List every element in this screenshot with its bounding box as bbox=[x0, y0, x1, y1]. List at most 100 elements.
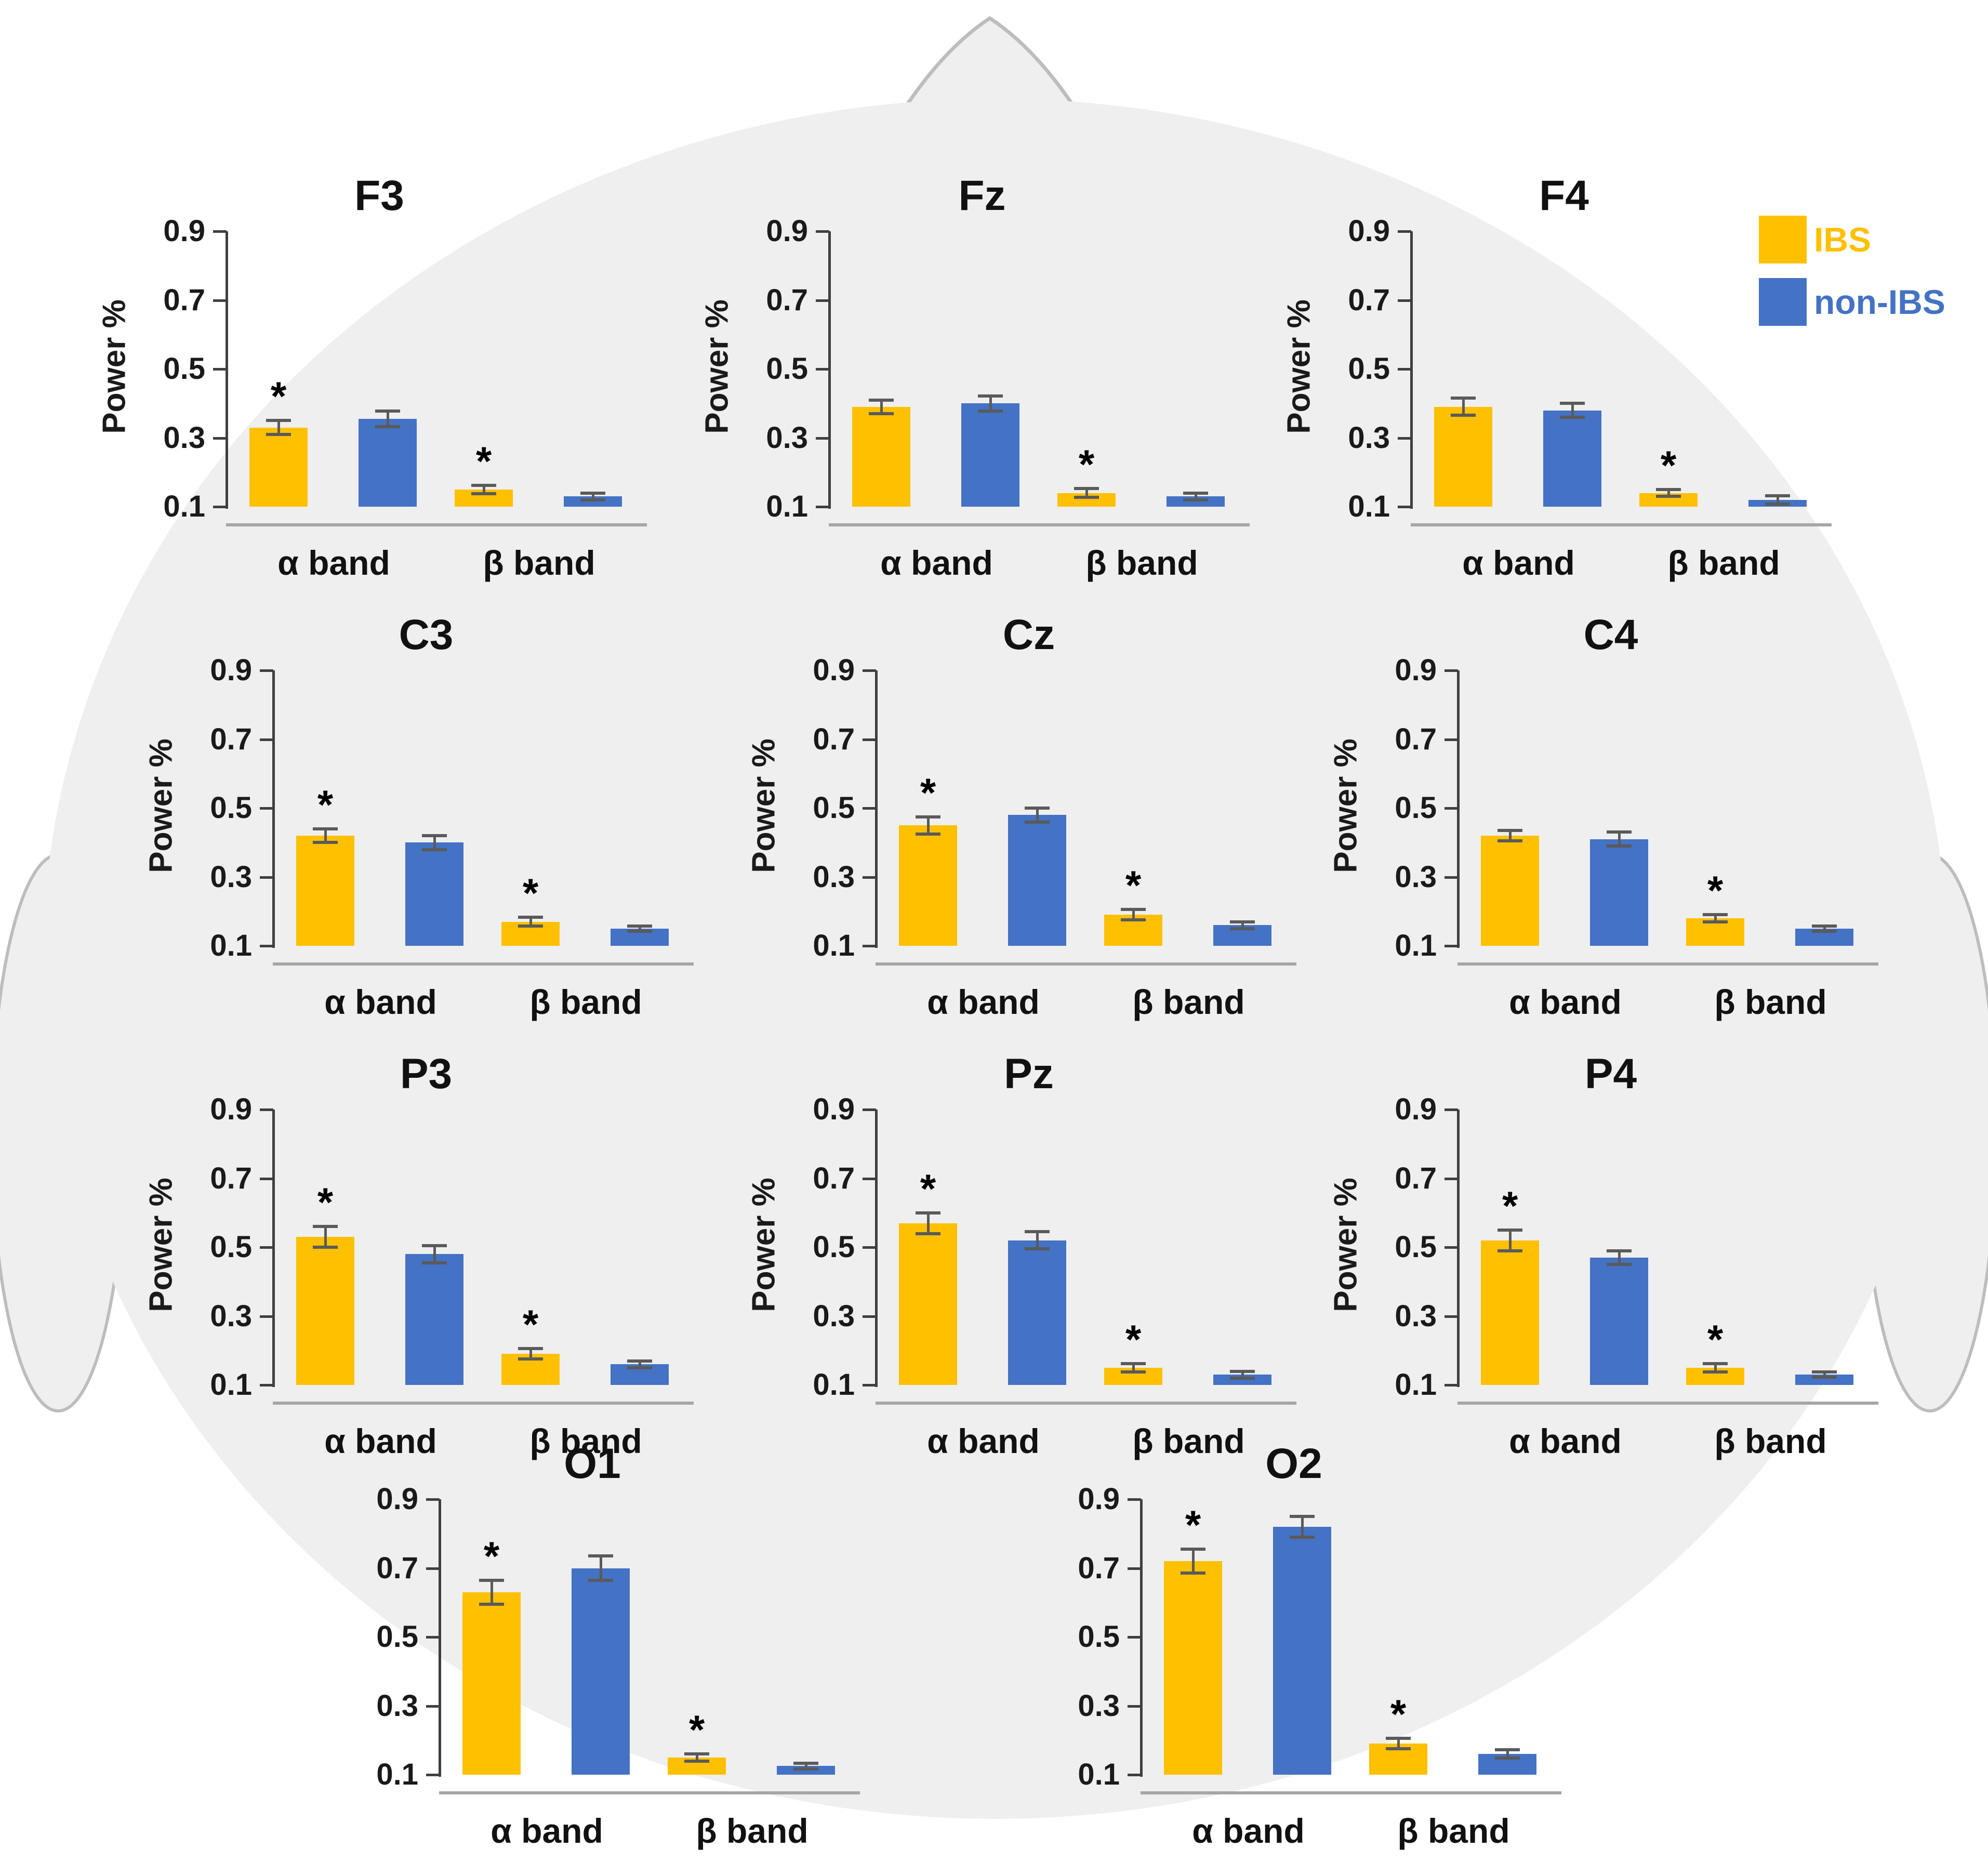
y-axis-tick bbox=[1128, 1636, 1141, 1639]
error-bar-cap-bottom bbox=[1451, 414, 1476, 417]
y-axis-tick bbox=[1444, 1384, 1458, 1386]
y-tick-label: 0.7 bbox=[1395, 1161, 1437, 1195]
chart-P3: P3 Power % 0.9 0.7 0.5 0.3 0.1 α band * β band * bbox=[125, 1050, 727, 1471]
error-bar bbox=[1823, 1371, 1826, 1378]
y-axis-tick bbox=[1444, 738, 1458, 741]
error-bar-cap-bottom bbox=[1230, 927, 1255, 930]
bar-IBS-alpha bbox=[296, 836, 354, 946]
error-bar-cap-top bbox=[1025, 807, 1050, 810]
chart-title: Cz bbox=[1002, 611, 1055, 658]
sig-asterisk: * bbox=[1707, 867, 1724, 914]
y-axis bbox=[226, 231, 228, 509]
error-bar bbox=[490, 1580, 493, 1605]
error-bar-cap-bottom bbox=[1607, 1263, 1632, 1266]
error-bar bbox=[1132, 909, 1135, 920]
group-underline bbox=[876, 1402, 1091, 1405]
band-label: β band bbox=[1132, 1422, 1245, 1460]
y-tick-label: 0.3 bbox=[163, 420, 205, 455]
y-tick-label: 0.9 bbox=[376, 1482, 418, 1516]
error-bar bbox=[1571, 403, 1574, 417]
error-bar bbox=[482, 485, 485, 494]
sig-asterisk: * bbox=[1125, 1316, 1142, 1362]
error-bar bbox=[1667, 489, 1670, 497]
group-underline bbox=[439, 1791, 655, 1794]
error-bar bbox=[1823, 926, 1826, 932]
sig-asterisk: * bbox=[688, 1707, 705, 1753]
group-underline bbox=[1411, 523, 1626, 526]
error-bar-cap-bottom bbox=[1560, 415, 1585, 419]
error-bar-cap-top bbox=[1451, 397, 1476, 400]
y-tick-label: 0.9 bbox=[1348, 214, 1390, 248]
band-label: α band bbox=[927, 1422, 1040, 1460]
y-tick-label: 0.5 bbox=[813, 791, 855, 825]
y-tick-label: 0.1 bbox=[376, 1758, 418, 1791]
chart-Cz: Cz Power % 0.9 0.7 0.5 0.3 0.1 α band * β band * bbox=[727, 611, 1330, 1032]
error-bar-cap-bottom bbox=[313, 841, 338, 844]
y-axis-tick bbox=[1398, 368, 1411, 371]
band-label: β band bbox=[1132, 983, 1245, 1021]
y-axis-tick bbox=[426, 1567, 440, 1570]
y-tick-label: 0.7 bbox=[813, 722, 855, 756]
error-bar-cap-bottom bbox=[1812, 930, 1837, 933]
bar-non-IBS-alpha bbox=[1590, 839, 1648, 946]
y-axis-tick bbox=[1444, 1315, 1458, 1318]
chart-title: O1 bbox=[564, 1440, 621, 1487]
y-tick-label: 0.3 bbox=[813, 860, 855, 894]
y-tick-label: 0.9 bbox=[813, 1092, 855, 1126]
error-bar-cap-bottom bbox=[916, 1232, 940, 1235]
error-bar bbox=[433, 1245, 436, 1263]
error-bar-cap-top bbox=[1560, 402, 1585, 405]
chart-Fz: Fz Power % 0.9 0.7 0.5 0.3 0.1 α band β band * bbox=[681, 171, 1283, 592]
group-underline bbox=[644, 1791, 860, 1794]
y-axis-tick bbox=[1398, 299, 1411, 302]
y-axis-tick bbox=[213, 506, 227, 508]
y-axis-tick bbox=[260, 1177, 273, 1180]
error-bar-cap-bottom bbox=[869, 412, 894, 416]
y-axis bbox=[439, 1499, 441, 1777]
chart-C3: C3 Power % 0.9 0.7 0.5 0.3 0.1 α band * β band * bbox=[125, 611, 727, 1032]
y-axis-tick bbox=[863, 1108, 876, 1111]
y-axis-tick bbox=[1444, 876, 1458, 879]
error-bar-cap-bottom bbox=[1230, 1376, 1255, 1380]
group-underline bbox=[1457, 1402, 1673, 1405]
chart-title: F4 bbox=[1539, 172, 1589, 219]
error-bar-cap-top bbox=[588, 1554, 613, 1558]
chart-title: O2 bbox=[1265, 1440, 1322, 1487]
y-axis-tick bbox=[260, 738, 273, 741]
error-bar bbox=[1036, 1232, 1039, 1249]
sig-asterisk: * bbox=[1660, 442, 1677, 488]
error-bar-cap-top bbox=[684, 1752, 709, 1756]
legend-item-ibs: IBS bbox=[1759, 216, 1945, 263]
y-axis-tick bbox=[260, 1315, 273, 1318]
error-bar bbox=[591, 493, 594, 500]
y-tick-label: 0.1 bbox=[813, 1368, 855, 1402]
y-tick-label: 0.3 bbox=[210, 860, 252, 894]
sig-asterisk: * bbox=[920, 1165, 936, 1211]
band-label: α band bbox=[491, 1812, 603, 1850]
error-bar-cap-top bbox=[580, 491, 605, 495]
y-axis-tick bbox=[863, 1177, 876, 1180]
legend-label-non-ibs: non-IBS bbox=[1814, 283, 1945, 321]
y-axis-tick bbox=[1398, 230, 1411, 233]
error-bar-cap-top bbox=[1497, 1228, 1522, 1232]
y-axis-tick bbox=[863, 669, 876, 672]
error-bar bbox=[529, 917, 532, 927]
error-bar bbox=[638, 1361, 641, 1368]
error-bar-cap-top bbox=[1230, 1369, 1255, 1373]
y-tick-label: 0.1 bbox=[1395, 1368, 1437, 1402]
y-axis-tick bbox=[426, 1636, 440, 1639]
sig-asterisk: * bbox=[920, 769, 936, 815]
error-bar-cap-top bbox=[1812, 1370, 1837, 1374]
error-bar bbox=[926, 1212, 930, 1234]
group-underline bbox=[1034, 523, 1250, 526]
chart-title: F3 bbox=[354, 172, 404, 219]
bar-non-IBS-alpha bbox=[1543, 410, 1601, 507]
error-bar-cap-bottom bbox=[1025, 820, 1050, 824]
y-tick-label: 0.3 bbox=[376, 1688, 418, 1723]
band-label: α band bbox=[324, 983, 437, 1021]
y-tick-label: 0.9 bbox=[1395, 653, 1437, 687]
band-label: α band bbox=[1462, 544, 1575, 582]
group-underline bbox=[1616, 523, 1832, 526]
band-label: α band bbox=[927, 983, 1040, 1021]
y-axis bbox=[272, 1110, 275, 1387]
